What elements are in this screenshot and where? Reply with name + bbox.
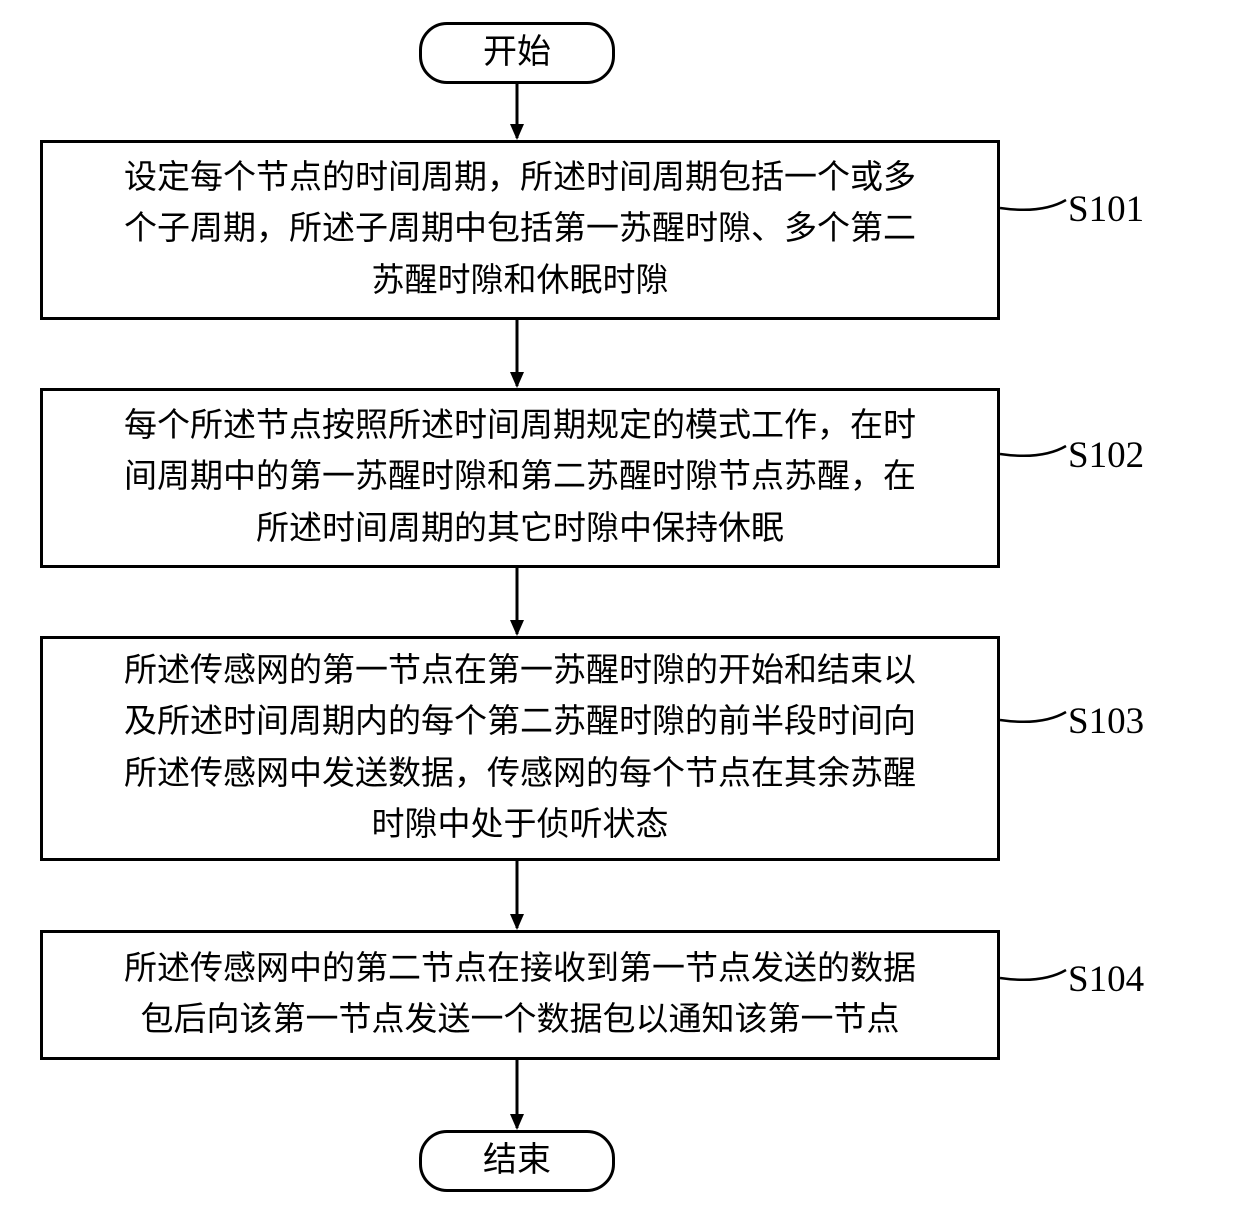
process-s102-text: 每个所述节点按照所述时间周期规定的模式工作，在时 间周期中的第一苏醒时隙和第二苏… [124,401,916,554]
process-s104: 所述传感网中的第二节点在接收到第一节点发送的数据 包后向该第一节点发送一个数据包… [40,930,1000,1060]
step-label-s104: S104 [1068,958,1144,1001]
end-label: 结束 [483,1135,551,1188]
process-s102: 每个所述节点按照所述时间周期规定的模式工作，在时 间周期中的第一苏醒时隙和第二苏… [40,388,1000,568]
step-label-s102: S102 [1068,434,1144,477]
process-s104-text: 所述传感网中的第二节点在接收到第一节点发送的数据 包后向该第一节点发送一个数据包… [124,944,916,1046]
step-label-s103: S103 [1068,700,1144,743]
process-s101-text: 设定每个节点的时间周期，所述时间周期包括一个或多 个子周期，所述子周期中包括第一… [124,153,916,306]
process-s103-text: 所述传感网的第一节点在第一苏醒时隙的开始和结束以 及所述时间周期内的每个第二苏醒… [124,646,916,851]
flowchart-canvas: 开始 设定每个节点的时间周期，所述时间周期包括一个或多 个子周期，所述子周期中包… [0,0,1240,1223]
connector-s103 [1000,712,1066,722]
connector-s104 [1000,970,1066,980]
process-s103: 所述传感网的第一节点在第一苏醒时隙的开始和结束以 及所述时间周期内的每个第二苏醒… [40,636,1000,861]
connector-s102 [1000,446,1066,456]
end-node: 结束 [419,1130,615,1192]
start-node: 开始 [419,22,615,84]
step-label-s101: S101 [1068,188,1144,231]
start-label: 开始 [483,27,551,80]
connector-s101 [1000,200,1066,210]
process-s101: 设定每个节点的时间周期，所述时间周期包括一个或多 个子周期，所述子周期中包括第一… [40,140,1000,320]
